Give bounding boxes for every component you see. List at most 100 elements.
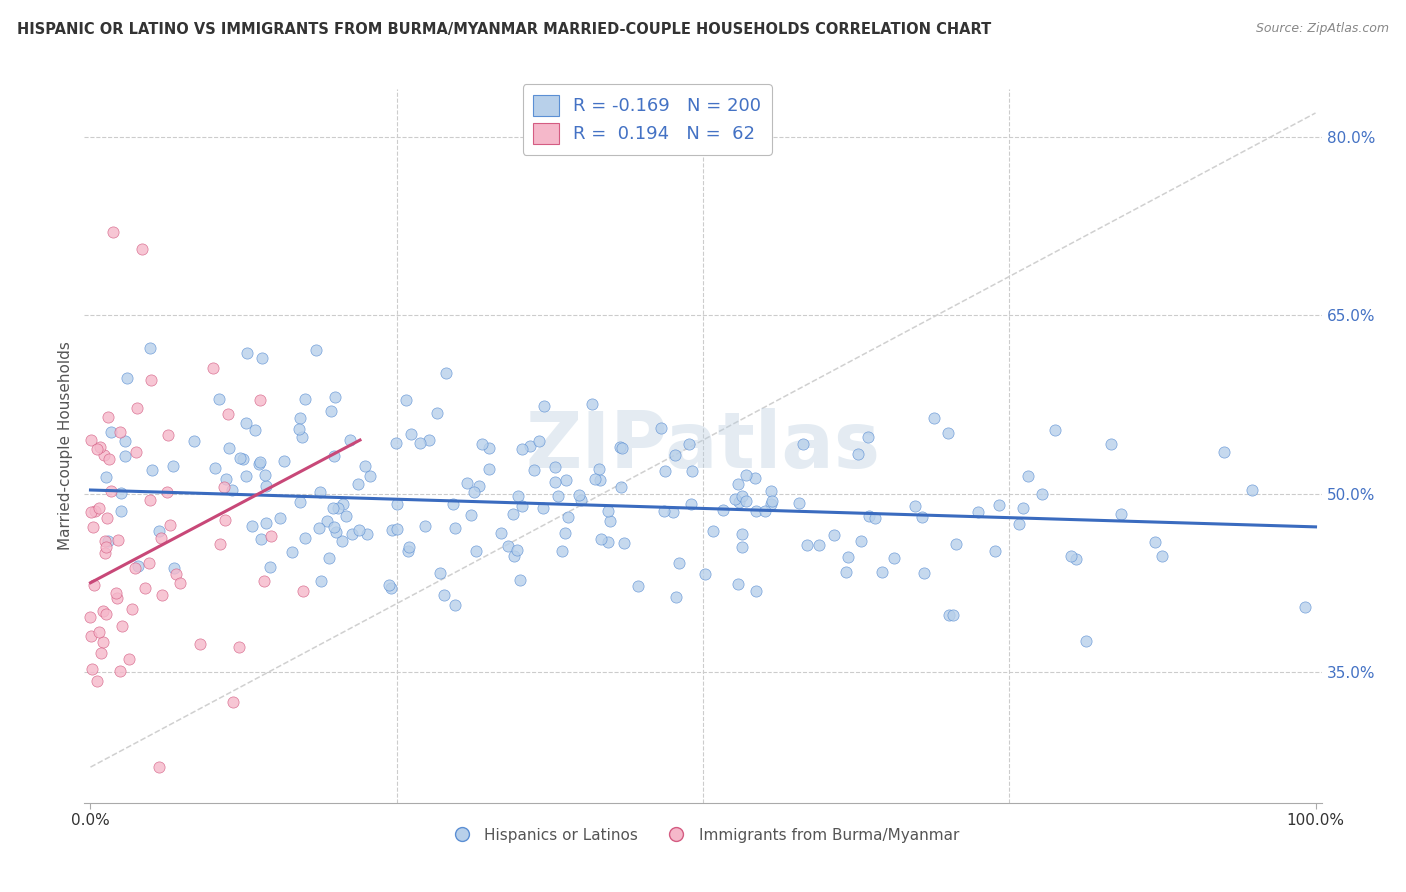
Point xyxy=(152,588,174,602)
Point xyxy=(89,441,111,455)
Point xyxy=(381,524,404,538)
Point xyxy=(385,522,408,536)
Point xyxy=(754,504,776,518)
Point xyxy=(111,619,134,633)
Point xyxy=(308,521,330,535)
Point xyxy=(547,490,569,504)
Point xyxy=(108,665,131,679)
Point xyxy=(510,442,533,457)
Point xyxy=(214,472,236,486)
Point xyxy=(1012,500,1035,515)
Point xyxy=(745,584,768,599)
Point xyxy=(1144,535,1167,549)
Point xyxy=(288,410,311,425)
Point xyxy=(332,534,354,549)
Point xyxy=(761,493,783,508)
Point xyxy=(395,392,418,407)
Point xyxy=(305,343,328,357)
Point xyxy=(335,508,357,523)
Point xyxy=(489,525,512,540)
Point xyxy=(183,434,205,448)
Point xyxy=(668,556,690,570)
Point xyxy=(249,392,271,407)
Point xyxy=(936,425,959,440)
Point xyxy=(138,556,160,570)
Point xyxy=(94,534,117,549)
Point xyxy=(434,366,457,380)
Point xyxy=(824,528,846,542)
Point xyxy=(232,452,254,467)
Y-axis label: Married-couple Households: Married-couple Households xyxy=(58,342,73,550)
Point xyxy=(731,540,754,554)
Point xyxy=(509,573,531,587)
Point xyxy=(626,579,648,593)
Point xyxy=(249,455,271,469)
Point xyxy=(235,469,257,483)
Point xyxy=(727,576,749,591)
Point xyxy=(115,371,138,385)
Point xyxy=(441,497,464,511)
Point xyxy=(141,463,163,477)
Point xyxy=(294,531,316,545)
Point xyxy=(91,604,114,618)
Point xyxy=(328,501,350,516)
Point xyxy=(728,494,751,508)
Point xyxy=(792,437,814,451)
Point xyxy=(322,500,344,515)
Point xyxy=(318,551,340,566)
Point xyxy=(761,483,783,498)
Point xyxy=(124,560,146,574)
Point xyxy=(96,511,118,525)
Point xyxy=(904,500,927,514)
Point xyxy=(557,509,579,524)
Point xyxy=(204,461,226,475)
Point xyxy=(503,549,526,563)
Point xyxy=(711,503,734,517)
Point xyxy=(165,566,187,581)
Point xyxy=(872,565,894,579)
Point xyxy=(568,488,591,502)
Point xyxy=(118,651,141,665)
Point xyxy=(288,422,311,436)
Point xyxy=(82,520,104,534)
Point xyxy=(347,476,370,491)
Point xyxy=(90,646,112,660)
Point xyxy=(681,497,703,511)
Point xyxy=(162,458,184,473)
Point xyxy=(678,437,700,451)
Point xyxy=(131,242,153,256)
Point xyxy=(105,585,128,599)
Point xyxy=(308,485,330,500)
Point xyxy=(731,489,754,503)
Point xyxy=(322,450,344,464)
Point xyxy=(359,469,381,483)
Point xyxy=(922,411,945,425)
Point xyxy=(463,485,485,500)
Point xyxy=(294,392,316,406)
Point xyxy=(598,504,620,518)
Point xyxy=(471,437,494,451)
Point xyxy=(105,591,128,606)
Point xyxy=(987,498,1010,512)
Point xyxy=(87,625,110,640)
Point xyxy=(789,495,811,509)
Point xyxy=(1008,516,1031,531)
Point xyxy=(86,442,108,457)
Point xyxy=(544,475,567,489)
Point xyxy=(529,434,551,448)
Point xyxy=(744,471,766,485)
Point xyxy=(531,501,554,516)
Point xyxy=(91,635,114,649)
Text: Source: ZipAtlas.com: Source: ZipAtlas.com xyxy=(1256,22,1389,36)
Point xyxy=(127,559,149,574)
Point xyxy=(281,545,304,559)
Point xyxy=(396,543,419,558)
Point xyxy=(201,360,224,375)
Point xyxy=(984,543,1007,558)
Point xyxy=(519,439,541,453)
Point xyxy=(849,534,872,549)
Point xyxy=(1150,549,1173,563)
Point xyxy=(856,430,879,444)
Point xyxy=(80,662,103,676)
Point xyxy=(863,510,886,524)
